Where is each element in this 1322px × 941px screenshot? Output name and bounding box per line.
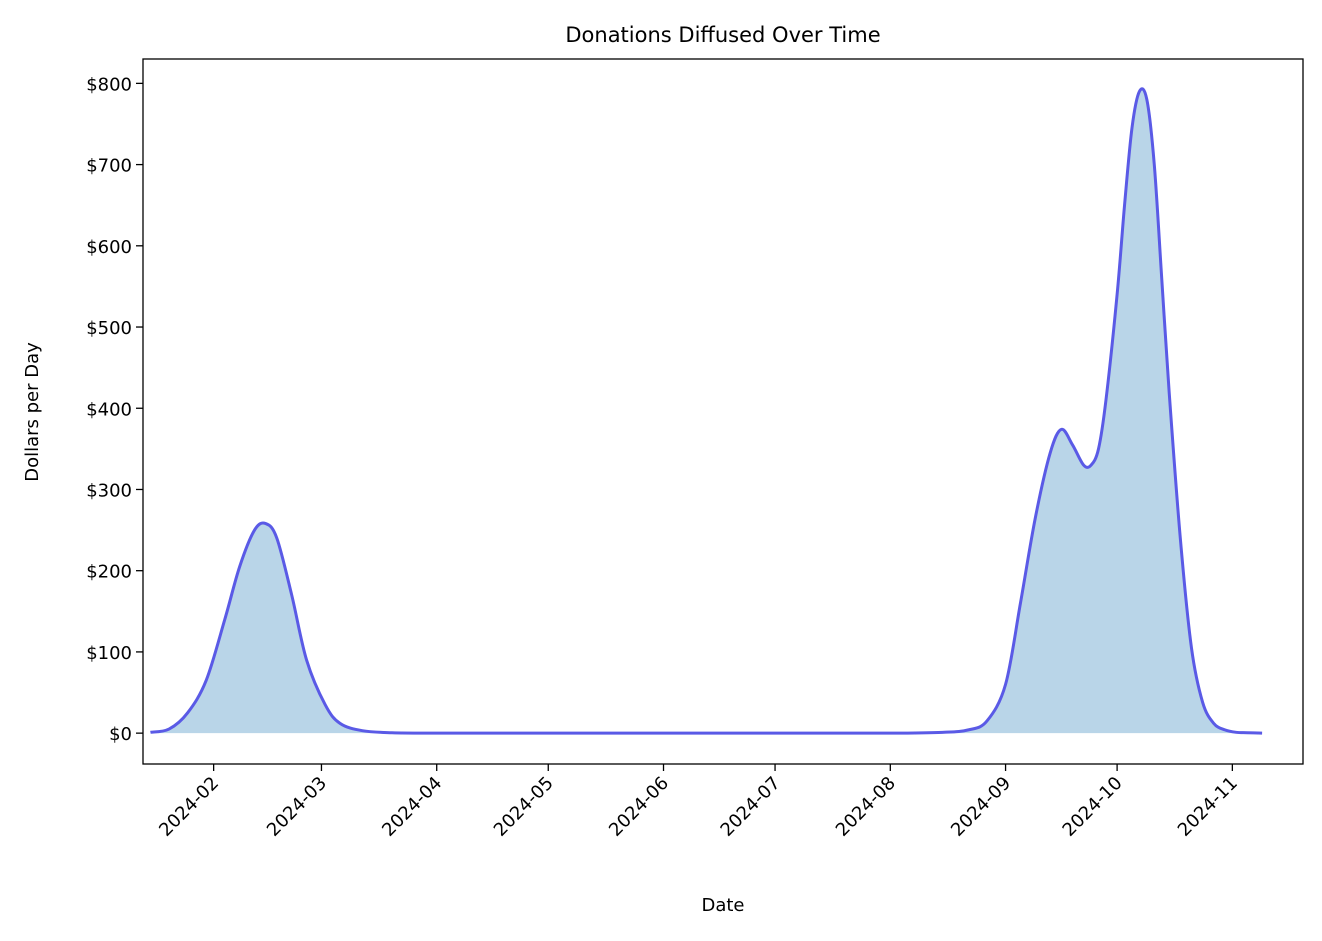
y-tick-label: $0 <box>109 724 132 745</box>
x-tick-label: 2024-02 <box>155 773 223 841</box>
area-fill <box>150 89 1262 733</box>
x-tick-label: 2024-10 <box>1059 773 1127 841</box>
y-tick-label: $700 <box>86 156 132 177</box>
x-tick-label: 2024-04 <box>378 773 446 841</box>
x-tick-label: 2024-06 <box>605 773 673 841</box>
y-tick-label: $600 <box>86 237 132 258</box>
x-tick-label: 2024-03 <box>263 773 331 841</box>
x-tick-label: 2024-09 <box>947 773 1015 841</box>
x-tick-label: 2024-05 <box>490 773 558 841</box>
plot-area <box>150 89 1262 733</box>
x-tick-label: 2024-07 <box>717 773 785 841</box>
x-tick-label: 2024-08 <box>832 773 900 841</box>
chart-title: Donations Diffused Over Time <box>565 23 880 47</box>
y-tick-label: $300 <box>86 480 132 501</box>
y-tick-label: $400 <box>86 399 132 420</box>
y-axis: $0 $100 $200 $300 $400 $500 $600 $700 $800 <box>86 74 143 745</box>
x-axis: 2024-02 2024-03 2024-04 2024-05 2024-06 2024-… <box>155 764 1242 841</box>
y-tick-label: $100 <box>86 643 132 664</box>
y-tick-label: $800 <box>86 74 132 95</box>
y-tick-label: $200 <box>86 562 132 583</box>
y-axis-label: Dollars per Day <box>22 342 43 482</box>
x-tick-label: 2024-11 <box>1174 773 1242 841</box>
x-axis-label: Date <box>701 895 744 916</box>
y-tick-label: $500 <box>86 318 132 339</box>
